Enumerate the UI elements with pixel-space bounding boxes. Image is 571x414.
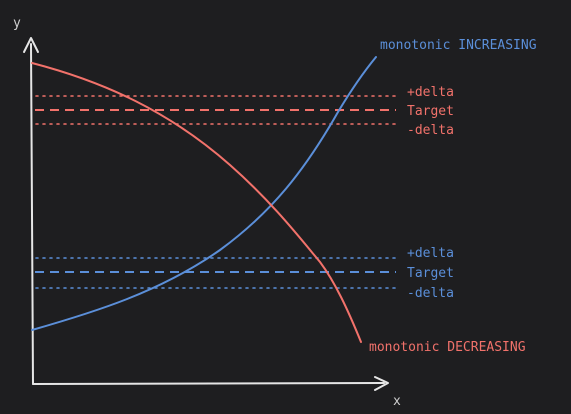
upper-target-label: Target xyxy=(407,104,454,119)
upper-target-band: +delta Target -delta xyxy=(35,85,454,138)
increasing-curve-group: monotonic INCREASING xyxy=(32,38,537,330)
y-axis-label: y xyxy=(13,16,21,31)
y-axis-line xyxy=(31,44,33,384)
lower-plus-delta-label: +delta xyxy=(407,246,454,261)
upper-minus-delta-label: -delta xyxy=(407,123,454,138)
x-axis-label: x xyxy=(393,394,401,409)
upper-plus-delta-label: +delta xyxy=(407,85,454,100)
increasing-curve-label: monotonic INCREASING xyxy=(380,38,537,53)
decreasing-curve-label: monotonic DECREASING xyxy=(369,340,526,355)
lower-target-label: Target xyxy=(407,266,454,281)
decreasing-curve xyxy=(32,63,361,342)
lower-target-band: +delta Target -delta xyxy=(35,246,454,301)
lower-minus-delta-label: -delta xyxy=(407,286,454,301)
x-axis-line xyxy=(33,383,384,384)
increasing-curve xyxy=(32,57,376,330)
